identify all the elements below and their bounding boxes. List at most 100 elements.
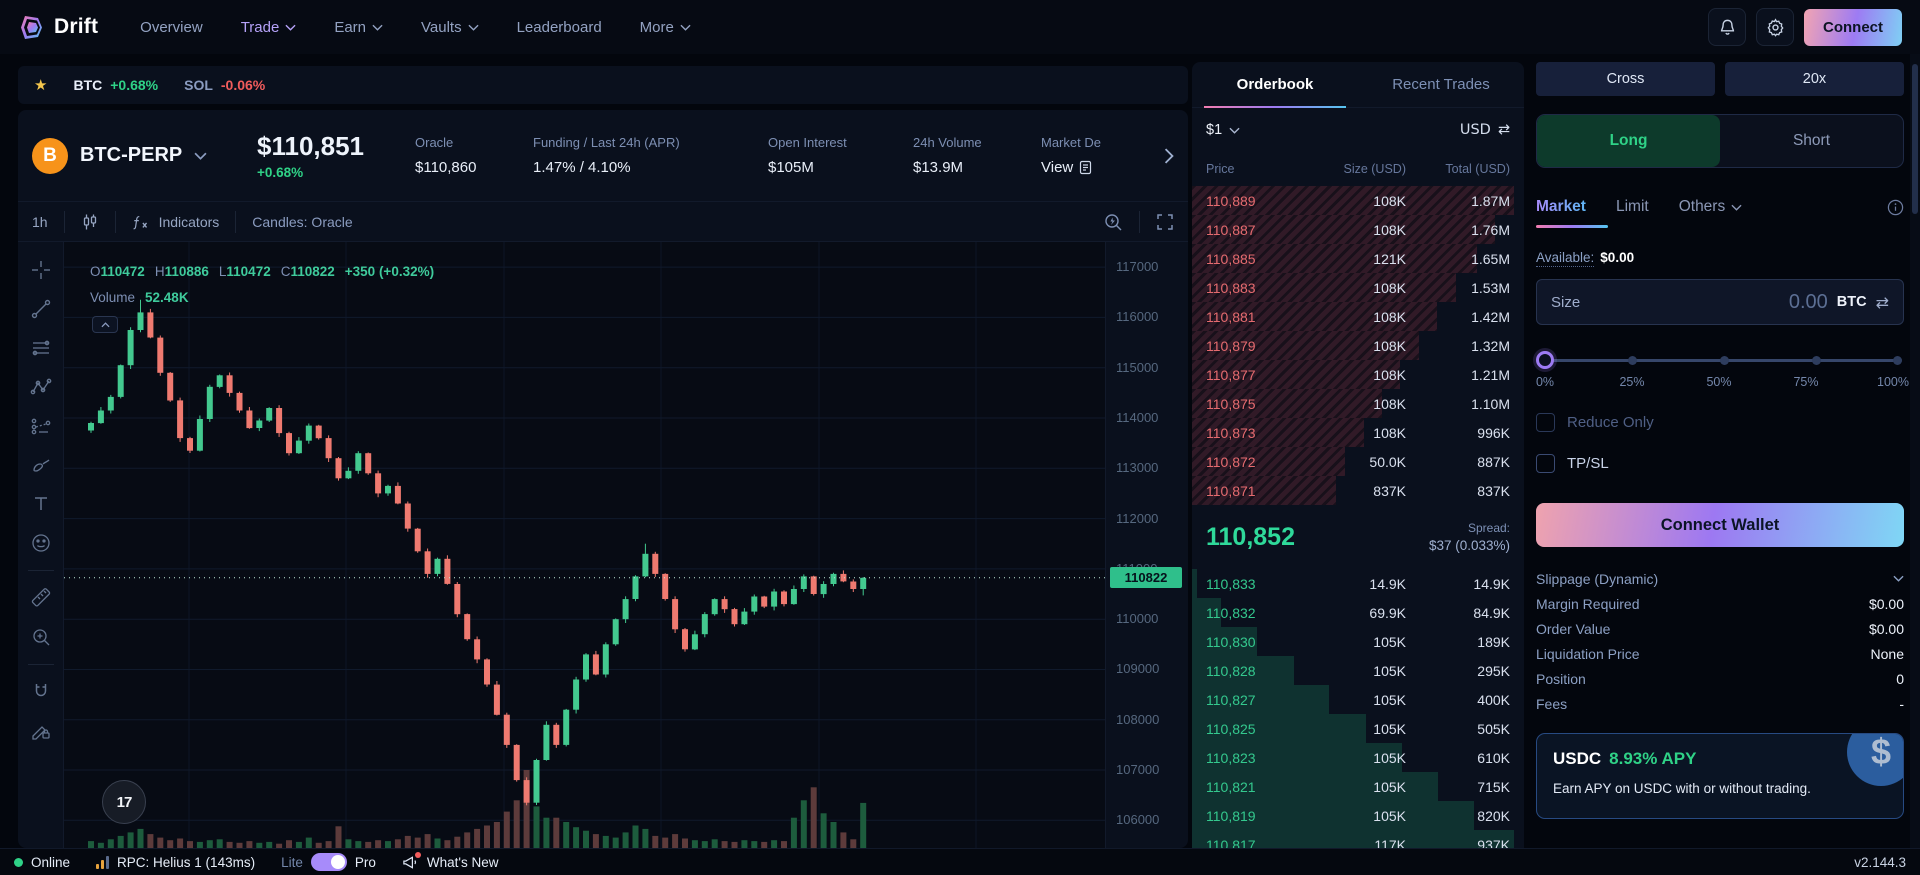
slider-dot-100[interactable] xyxy=(1893,356,1902,365)
market-price: $110,851 xyxy=(257,131,365,161)
short-button[interactable]: Short xyxy=(1792,132,1831,149)
lite-pro-toggle[interactable] xyxy=(310,853,347,871)
notifications-button[interactable] xyxy=(1708,8,1746,46)
orderbook-ask-row[interactable]: 110,885 121K 1.65M xyxy=(1192,244,1524,273)
reduce-only-checkbox-row[interactable]: Reduce Only xyxy=(1536,413,1904,432)
orderbook-bid-row[interactable]: 110,819 105K 820K xyxy=(1192,801,1524,830)
tab-market[interactable]: Market xyxy=(1536,198,1586,215)
candles-source-button[interactable]: Candles: Oracle xyxy=(248,214,356,230)
nav-item-trade[interactable]: Trade xyxy=(241,19,297,36)
legend-collapse-button[interactable] xyxy=(92,316,118,333)
slider-dot-75[interactable] xyxy=(1812,356,1821,365)
orderbook-ask-row[interactable]: 110,872 50.0K 887K xyxy=(1192,447,1524,476)
orderbook-ask-row[interactable]: 110,889 108K 1.87M xyxy=(1192,186,1524,215)
size-slider[interactable] xyxy=(1536,351,1904,369)
available-label[interactable]: Available: xyxy=(1536,250,1595,267)
orderbook-ask-row[interactable]: 110,887 108K 1.76M xyxy=(1192,215,1524,244)
magnet-icon[interactable] xyxy=(25,676,57,708)
emoji-icon[interactable] xyxy=(25,527,57,559)
nav-item-earn[interactable]: Earn xyxy=(334,19,383,36)
size-value[interactable]: 0.00 xyxy=(1788,290,1828,313)
tradingview-logo[interactable]: 17 xyxy=(102,780,146,824)
market-selector[interactable]: B BTC-PERP xyxy=(32,137,257,174)
ruler-icon[interactable] xyxy=(25,582,57,614)
connect-wallet-button[interactable]: Connect Wallet xyxy=(1536,503,1904,547)
pencil-lock-icon[interactable] xyxy=(25,715,57,747)
crosshair-icon[interactable] xyxy=(25,254,57,286)
zoom-in-icon[interactable] xyxy=(25,621,57,653)
orderbook-ask-row[interactable]: 110,875 108K 1.10M xyxy=(1192,389,1524,418)
fullscreen-button[interactable] xyxy=(1152,213,1178,231)
orderbook-bid-row[interactable]: 110,828 105K 295K xyxy=(1192,656,1524,685)
chart-canvas[interactable]: O110472 H110886 L110472 C110822 +350 (+0… xyxy=(64,242,1105,848)
long-button[interactable]: Long xyxy=(1537,115,1720,167)
drift-logo-icon xyxy=(21,15,42,39)
orderbook-bid-row[interactable]: 110,832 69.9K 84.9K xyxy=(1192,598,1524,627)
xabcd-pattern-icon[interactable] xyxy=(25,371,57,403)
whats-new[interactable]: What's New xyxy=(402,851,498,870)
size-asset: BTC xyxy=(1836,294,1867,310)
tab-limit[interactable]: Limit xyxy=(1615,198,1649,215)
nav-item-overview[interactable]: Overview xyxy=(140,18,203,36)
nav-item-leaderboard[interactable]: Leaderboard xyxy=(516,18,602,36)
price-axis[interactable]: 1060001070001080001090001100001110001120… xyxy=(1105,242,1188,848)
interval-button[interactable]: 1h xyxy=(32,213,48,230)
unit-toggle[interactable]: USD ⇄ xyxy=(1460,122,1510,138)
asset-swap-icon[interactable]: ⇄ xyxy=(1875,292,1889,312)
orderbook-bid-row[interactable]: 110,825 105K 505K xyxy=(1192,714,1524,743)
summary-slippage-dynamic-[interactable]: Slippage (Dynamic) xyxy=(1536,571,1904,587)
tpsl-checkbox-row[interactable]: TP/SL xyxy=(1536,454,1904,473)
info-icon[interactable] xyxy=(1887,199,1904,216)
favorites-star-icon[interactable]: ★ xyxy=(34,76,48,94)
brush-icon[interactable] xyxy=(25,449,57,481)
indicators-button[interactable]: Indicators xyxy=(128,214,224,230)
orderbook-ask-row[interactable]: 110,873 108K 996K xyxy=(1192,418,1524,447)
tpsl-checkbox[interactable] xyxy=(1536,454,1555,473)
trend-line-icon[interactable] xyxy=(25,293,57,325)
drift-logo[interactable]: Drift xyxy=(18,14,98,41)
orderbook-ask-row[interactable]: 110,871 837K 837K xyxy=(1192,476,1524,505)
candle-style-button[interactable] xyxy=(77,213,103,231)
slider-handle[interactable] xyxy=(1536,351,1554,369)
margin-mode-button[interactable]: Cross xyxy=(1536,62,1715,96)
price-grouping-select[interactable]: $1 xyxy=(1206,122,1240,138)
summary-position: Position 0 xyxy=(1536,670,1904,687)
orderbook-bid-row[interactable]: 110,833 14.9K 14.9K xyxy=(1192,569,1524,598)
orderbook-ask-row[interactable]: 110,877 108K 1.21M xyxy=(1192,360,1524,389)
leverage-button[interactable]: 20x xyxy=(1725,62,1904,96)
ticker-sol[interactable]: SOL -0.06% xyxy=(184,77,266,93)
nav-item-more[interactable]: More xyxy=(640,19,691,36)
orderbook-bid-row[interactable]: 110,821 105K 715K xyxy=(1192,772,1524,801)
tab-orderbook[interactable]: Orderbook xyxy=(1192,62,1358,108)
quick-search-button[interactable] xyxy=(1099,212,1127,232)
depth-bar xyxy=(1192,598,1222,627)
orderbook-bid-row[interactable]: 110,830 105K 189K xyxy=(1192,627,1524,656)
text-icon[interactable] xyxy=(25,488,57,520)
signal-bars-icon xyxy=(96,855,110,869)
orderbook-ask-row[interactable]: 110,879 108K 1.32M xyxy=(1192,331,1524,360)
nav-item-vaults[interactable]: Vaults xyxy=(421,19,479,36)
forecast-icon[interactable] xyxy=(25,410,57,442)
connect-button[interactable]: Connect xyxy=(1804,8,1902,46)
slider-dot-50[interactable] xyxy=(1720,356,1729,365)
orderbook-ask-row[interactable]: 110,881 108K 1.42M xyxy=(1192,302,1524,331)
orderbook-ask-row[interactable]: 110,883 108K 1.53M xyxy=(1192,273,1524,302)
horizontal-lines-icon[interactable] xyxy=(25,332,57,364)
y-axis-tick: 114000 xyxy=(1116,410,1159,426)
gear-icon xyxy=(1767,17,1784,37)
ticker-btc[interactable]: BTC +0.68% xyxy=(73,77,159,93)
settings-button[interactable] xyxy=(1756,8,1794,46)
connection-status[interactable]: Online xyxy=(14,855,70,870)
size-input[interactable]: Size 0.00 BTC ⇄ xyxy=(1536,279,1904,325)
tab-recent-trades[interactable]: Recent Trades xyxy=(1392,76,1490,93)
reduce-only-checkbox[interactable] xyxy=(1536,413,1555,432)
rpc-status[interactable]: RPC: Helius 1 (143ms) xyxy=(96,855,255,870)
slider-dot-25[interactable] xyxy=(1628,356,1637,365)
stats-scroll-right-icon[interactable] xyxy=(1164,147,1174,164)
scrollbar-thumb[interactable] xyxy=(1912,64,1918,214)
usdc-apy-card[interactable]: $ USDC 8.93% APY Earn APY on USDC with o… xyxy=(1536,733,1904,819)
orderbook-bid-row[interactable]: 110,823 105K 610K xyxy=(1192,743,1524,772)
orderbook-bid-row[interactable]: 110,827 105K 400K xyxy=(1192,685,1524,714)
tab-others[interactable]: Others xyxy=(1679,198,1743,216)
page-scrollbar[interactable] xyxy=(1910,54,1920,848)
